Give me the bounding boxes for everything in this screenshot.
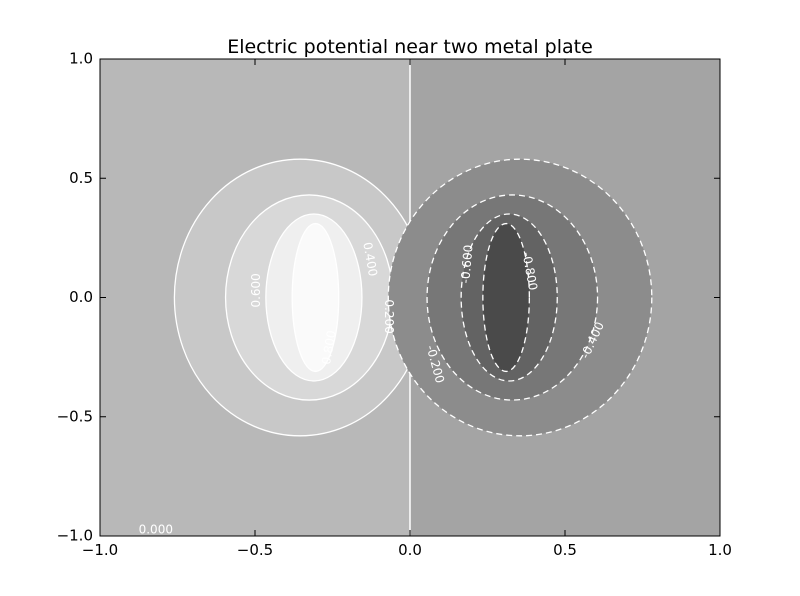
y-tick-label-4: −1.0	[57, 527, 93, 545]
y-tick-label-3: −0.5	[57, 407, 93, 425]
positive-contour-label-1: 0.400	[360, 241, 380, 277]
positive-contour-label-2: 0.600	[249, 273, 263, 307]
x-tick-label-1: −0.5	[237, 541, 273, 559]
negative-contour-label-3: -0.800	[520, 251, 541, 292]
x-tick-label-3: 0.5	[553, 541, 577, 559]
y-tick-label-1: 0.5	[69, 169, 93, 187]
plot-area	[100, 59, 720, 536]
y-tick-label-2: 0.0	[69, 288, 93, 306]
axis-ticks: −1.0 −0.5 0.0 0.5 1.0 1.0 0.5 0.0 −0.5 −1.0	[57, 50, 732, 560]
zero-contour-label: 0.000	[139, 523, 173, 537]
negative-contour-3	[482, 222, 531, 373]
x-tick-label-0: −1.0	[82, 541, 118, 559]
x-tick-label-2: 0.0	[398, 541, 422, 559]
x-tick-label-4: 1.0	[708, 541, 732, 559]
negative-contour-label-2: -0.600	[458, 244, 475, 284]
positive-contour-3	[291, 222, 340, 373]
chart-title: Electric potential near two metal plate	[227, 36, 593, 58]
positive-contour-label-0: 0.200	[382, 299, 396, 333]
y-tick-label-0: 1.0	[69, 50, 93, 68]
positive-contour-label-3: 0.800	[319, 329, 339, 365]
